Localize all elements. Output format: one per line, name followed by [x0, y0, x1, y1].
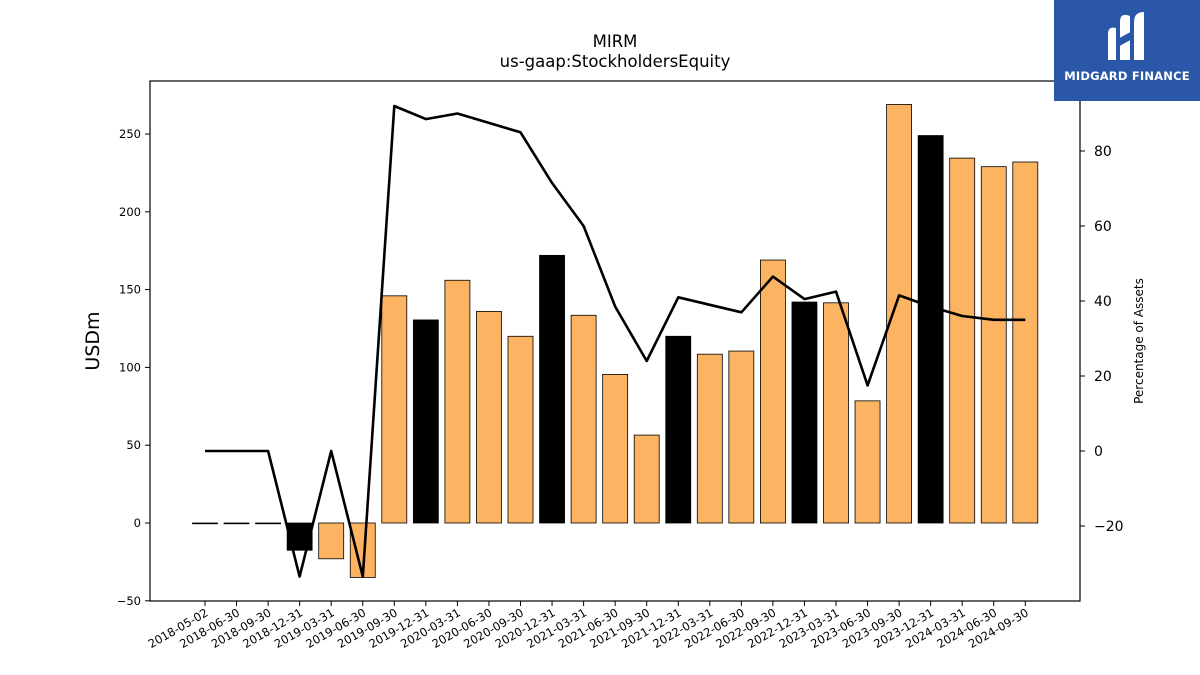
- bar-2021-06-30: [602, 374, 629, 524]
- bar-2019-03-31: [318, 522, 345, 560]
- bar-2021-12-31: [665, 335, 692, 524]
- bar-2018-05-02: [192, 522, 218, 525]
- y-tick-label: 250: [119, 127, 141, 141]
- y2-tick-label: 80: [1094, 144, 1112, 160]
- bar-2019-12-31: [412, 319, 439, 524]
- bar-2024-06-30: [980, 166, 1007, 524]
- y2-tick-label: 20: [1094, 369, 1112, 385]
- bar-2018-06-30: [223, 522, 250, 525]
- bar-2024-09-30: [1012, 161, 1039, 524]
- logo-text: MIDGARD FINANCE: [1064, 69, 1190, 83]
- bar-2020-06-30: [476, 310, 502, 524]
- y-tick-label: 50: [126, 438, 141, 452]
- percent-of-assets-line: [205, 104, 1026, 578]
- bar-2019-09-30: [381, 295, 408, 524]
- y2-tick-label: −20: [1094, 519, 1124, 535]
- bar-2020-03-31: [444, 279, 471, 524]
- bar-2020-09-30: [507, 335, 534, 524]
- chart-title: MIRM: [592, 32, 638, 51]
- y-tick-label: 0: [134, 516, 141, 530]
- bar-2020-12-31: [539, 254, 565, 524]
- bar-2023-12-31: [917, 135, 944, 524]
- chart-subtitle: us-gaap:StockholdersEquity: [499, 52, 731, 71]
- bar-2022-03-31: [696, 353, 723, 524]
- midgard-logo-icon: [1108, 12, 1144, 61]
- bar-2023-09-30: [886, 104, 912, 524]
- y-tick-label: 150: [119, 283, 141, 297]
- y2-tick-label: 0: [1094, 444, 1103, 460]
- bar-2018-09-30: [255, 522, 282, 525]
- y-axis-label: USDm: [82, 311, 104, 370]
- bar-2023-06-30: [854, 400, 881, 524]
- y-tick-label: 100: [119, 360, 141, 374]
- bar-2022-09-30: [760, 259, 786, 524]
- y-tick-label: 200: [119, 205, 141, 219]
- bar-2022-12-31: [791, 301, 818, 524]
- y2-axis-label: Percentage of Assets: [1132, 278, 1146, 404]
- bar-2022-06-30: [728, 350, 755, 524]
- y2-tick-label: 40: [1094, 294, 1112, 310]
- y-tick-label: −50: [117, 594, 141, 608]
- y2-tick-label: 60: [1094, 219, 1112, 235]
- bar-2023-03-31: [823, 302, 849, 524]
- bar-2021-09-30: [633, 434, 660, 524]
- bar-2024-03-31: [949, 157, 976, 524]
- bar-2021-03-31: [570, 314, 597, 524]
- midgard-finance-logo: MIDGARD FINANCE: [1054, 0, 1200, 101]
